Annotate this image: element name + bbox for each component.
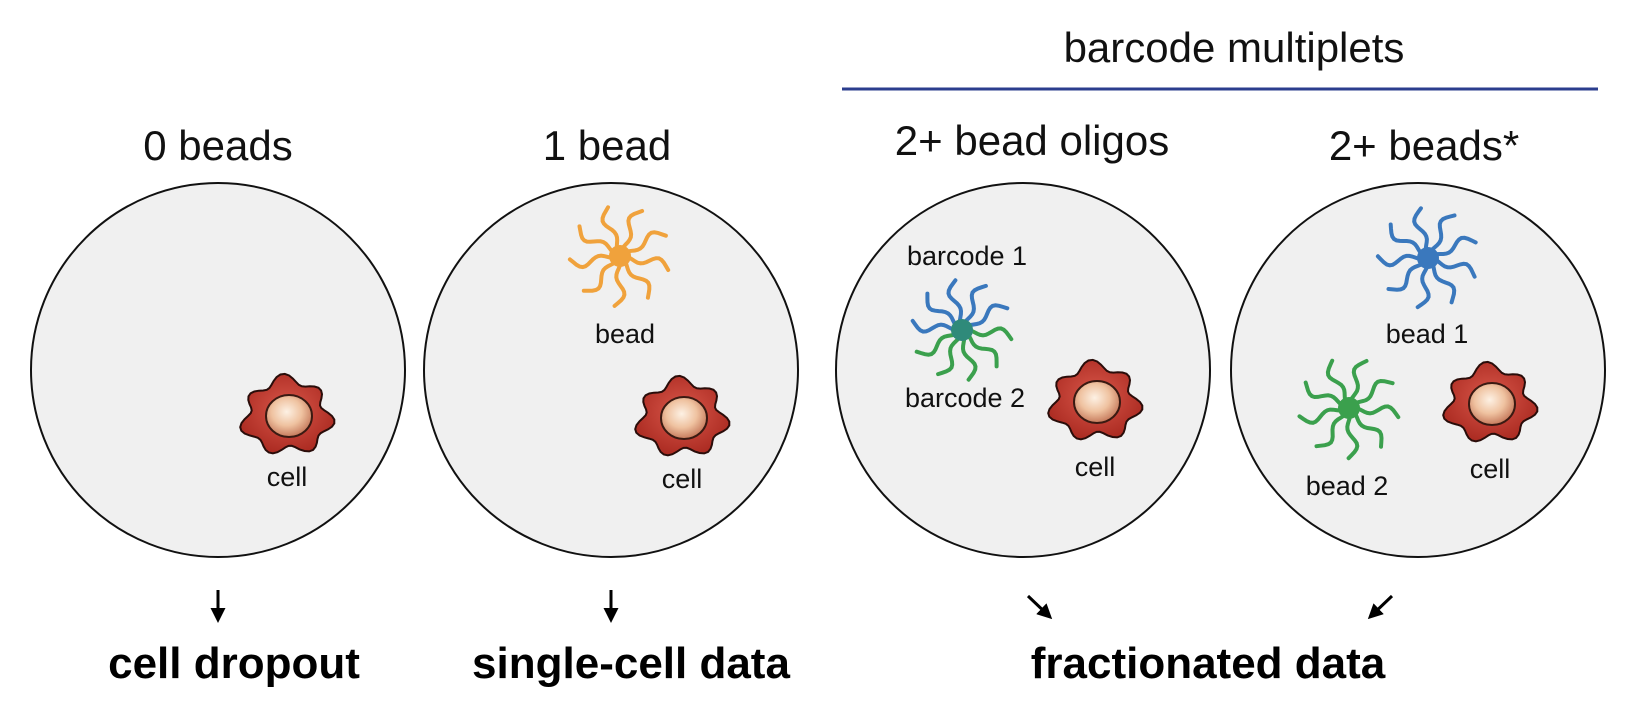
bead-core: [951, 319, 973, 341]
bead-core: [1417, 247, 1439, 269]
label-barcode-2: barcode 2: [905, 383, 1025, 413]
cell-nucleus: [1468, 382, 1516, 426]
label-barcode-1: barcode 1: [907, 241, 1027, 271]
arrow-icon-fractionated-right: [1367, 594, 1394, 620]
bead-core: [1338, 397, 1360, 419]
oligo-arm: [1435, 259, 1477, 279]
outcome-fractionated-data: fractionated data: [1031, 639, 1386, 688]
oligo-arm: [600, 205, 620, 249]
oligo-arm: [1431, 264, 1457, 305]
oligo-arm: [624, 261, 652, 300]
oligo-arm: [1415, 265, 1431, 310]
oligo-arm: [1435, 235, 1478, 257]
oligo-arm: [1325, 358, 1347, 401]
bead-icon-mixed: [910, 278, 1014, 382]
oligo-arm: [1386, 262, 1423, 292]
cell-icon-2: [1047, 358, 1144, 441]
label-bead-1: bead 1: [1386, 319, 1469, 349]
cell-icon-1: [634, 374, 731, 457]
oligo-arm: [581, 261, 616, 293]
oligo-arm: [1388, 222, 1422, 254]
outcome-single-cell-data: single-cell data: [472, 639, 790, 688]
oligo-arm: [1349, 359, 1369, 401]
oligo-arm: [621, 209, 645, 249]
oligo-arm: [936, 337, 960, 377]
cell-icon-0: [239, 372, 336, 455]
droplet-circle-2: [835, 182, 1211, 558]
bead-core: [609, 245, 631, 267]
oligo-arm: [612, 264, 627, 308]
oligo-arm: [910, 318, 954, 334]
oligo-arm: [1345, 416, 1360, 461]
cell-nucleus: [660, 396, 708, 440]
oligo-arm: [1355, 378, 1395, 405]
oligo-arm: [1314, 414, 1346, 449]
label-cell-1: cell: [662, 464, 703, 494]
droplet-circle-3: [1230, 182, 1606, 558]
cell-nucleus: [1073, 380, 1121, 424]
bead-icon-green: [1297, 358, 1401, 461]
label-bead-2: bead 2: [1306, 471, 1389, 501]
oligo-arm: [627, 256, 671, 272]
oligo-arm: [1375, 253, 1420, 268]
oligo-arm: [1354, 413, 1384, 449]
droplet-circle-1: [423, 182, 799, 558]
oligo-arm: [1297, 407, 1342, 425]
oligo-arm: [1357, 404, 1401, 420]
panel-title-1-bead: 1 bead: [543, 122, 671, 169]
cell-nucleus: [265, 394, 313, 438]
panel-title-2-beads: 2+ beads*: [1329, 122, 1519, 169]
label-cell-2: cell: [1075, 452, 1116, 482]
cell-icon-3: [1442, 360, 1539, 443]
bead-icon-orange: [567, 205, 671, 308]
oligo-arm: [626, 230, 668, 254]
arrow-icon-fractionated-left: [1026, 594, 1053, 620]
oligo-arm: [1412, 206, 1429, 251]
oligo-arm: [1303, 380, 1342, 406]
label-bead: bead: [595, 319, 655, 349]
oligo-arm: [964, 283, 988, 323]
label-cell-0: cell: [267, 462, 308, 492]
label-cell-3: cell: [1470, 454, 1511, 484]
oligo-arm: [914, 333, 956, 357]
oligo-arm: [1430, 213, 1457, 252]
outcome-cell-dropout: cell dropout: [108, 639, 360, 688]
oligo-arm: [967, 334, 999, 369]
group-label-barcode-multiplets: barcode multiplets: [1064, 24, 1405, 71]
oligo-arm: [968, 303, 1010, 327]
oligo-arm: [925, 291, 957, 326]
oligo-arm: [946, 278, 964, 323]
oligo-arm: [960, 337, 978, 382]
oligo-arm: [567, 253, 613, 270]
oligo-arm: [577, 224, 614, 253]
panel-title-0-beads: 0 beads: [143, 122, 292, 169]
droplet-circle-0: [30, 182, 406, 558]
bead-icon-blue: [1375, 206, 1478, 310]
panel-title-2-bead-oligos: 2+ bead oligos: [895, 117, 1169, 164]
oligo-arm: [970, 326, 1014, 342]
